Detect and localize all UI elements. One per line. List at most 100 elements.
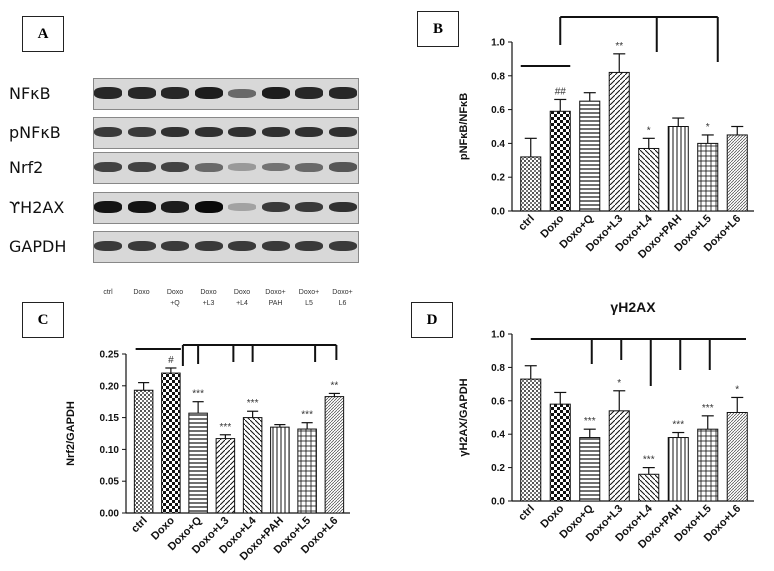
significance-label: * [617,378,621,389]
y-tick-label: 0.8 [491,71,505,82]
blot-band [94,240,122,252]
significance-label: *** [672,420,684,431]
blot-band [194,126,223,138]
blot-band [261,162,290,172]
blot-label-2: Nrf2 [9,158,44,177]
lane-label: Doxo [133,289,150,296]
blot-band [127,201,156,213]
y-tick-label: 0.00 [100,509,120,520]
significance-label: *** [702,403,714,414]
bar [726,411,748,502]
bar [324,396,345,514]
significance-label: ## [555,86,567,97]
bar [726,134,748,212]
chart-pnfkb: 0.00.20.40.60.81.0pNFκB/NFκBctrl##DoxoDo… [458,16,754,261]
blot-label-4: GAPDH [9,237,67,256]
significance-label: * [735,384,739,395]
bar [215,438,236,514]
bar [667,437,689,502]
bar [188,412,208,514]
blot-band [194,240,223,252]
blot-band [295,87,323,99]
blot-band [94,126,122,138]
bar [242,417,263,514]
y-tick-label: 0.4 [491,430,505,441]
bar [520,156,542,212]
y-axis-label: γH2AX/GAPDH [458,378,470,456]
category-label: ctrl [516,503,537,524]
bar [608,410,630,502]
y-tick-label: 0.8 [491,363,505,374]
blot-band [194,162,223,172]
y-tick-label: 0.20 [100,381,120,392]
panel-label-b: B [417,11,459,47]
y-tick-label: 0.0 [491,207,505,218]
blot-band [161,240,189,252]
panel-label-c: C [22,302,64,338]
significance-label: *** [584,416,596,427]
blot-band [228,88,256,98]
bar [697,142,719,212]
blot-band [228,163,256,171]
significance-label: * [647,125,651,136]
y-tick-label: 0.6 [491,105,505,116]
y-tick-label: 0.05 [100,477,120,488]
blot-band [261,240,290,252]
y-tick-label: 1.0 [491,330,505,341]
y-tick-label: 1.0 [491,38,505,49]
blot-band [261,87,290,99]
significance-label: *** [643,455,655,466]
bar [697,428,719,502]
bar [608,71,630,212]
bar [667,126,689,212]
panel-label-a: A [22,16,64,52]
blot-label-1: pNFκB [9,123,61,142]
y-tick-label: 0.15 [100,413,120,424]
lane-label: Doxo +L4 [233,289,251,307]
blot-band [295,240,323,252]
chart-nrf2: 0.000.050.100.150.200.25Nrf2/GAPDHctrl#D… [65,344,350,563]
blot-band [328,162,357,172]
blot-band [161,87,189,99]
blot-band [228,240,256,252]
blot-band [127,161,156,173]
blot-band [161,201,189,213]
blot-label-3: ϒH2AX [9,198,65,217]
bar [520,378,542,502]
panel-label-d: D [411,302,453,338]
significance-label: * [706,122,710,133]
significance-label: *** [247,398,259,409]
blot-band [127,240,156,252]
blot-band [328,201,357,213]
bar [579,437,601,502]
blot-band [328,240,357,252]
y-tick-label: 0.2 [491,173,505,184]
category-label: ctrl [516,213,537,234]
blot-band [94,161,122,173]
y-axis-label: Nrf2/GAPDH [65,401,77,466]
blot-band [161,161,189,173]
significance-label: ** [330,380,338,391]
lane-label: Doxo+ L6 [332,289,353,307]
significance-label: ** [615,41,623,52]
blot-band [295,162,323,172]
blot-band [328,126,357,138]
y-tick-label: 0.6 [491,396,505,407]
blot-band [194,87,223,99]
bar [638,473,660,502]
blot-band [228,126,256,138]
lane-label: Doxo+ PAH [265,289,286,307]
bar [161,372,181,514]
lane-label: Doxo+ L5 [298,289,320,307]
category-label: ctrl [129,515,150,536]
significance-label: # [168,355,174,366]
blot-band [261,201,290,213]
lane-label: Doxo +L3 [200,289,217,307]
y-axis-label: pNFκB/NFκB [458,93,470,160]
blot-band [228,203,256,211]
significance-label: *** [301,410,313,421]
blot-band [127,87,156,99]
significance-label: *** [220,422,232,433]
bar [638,147,660,212]
